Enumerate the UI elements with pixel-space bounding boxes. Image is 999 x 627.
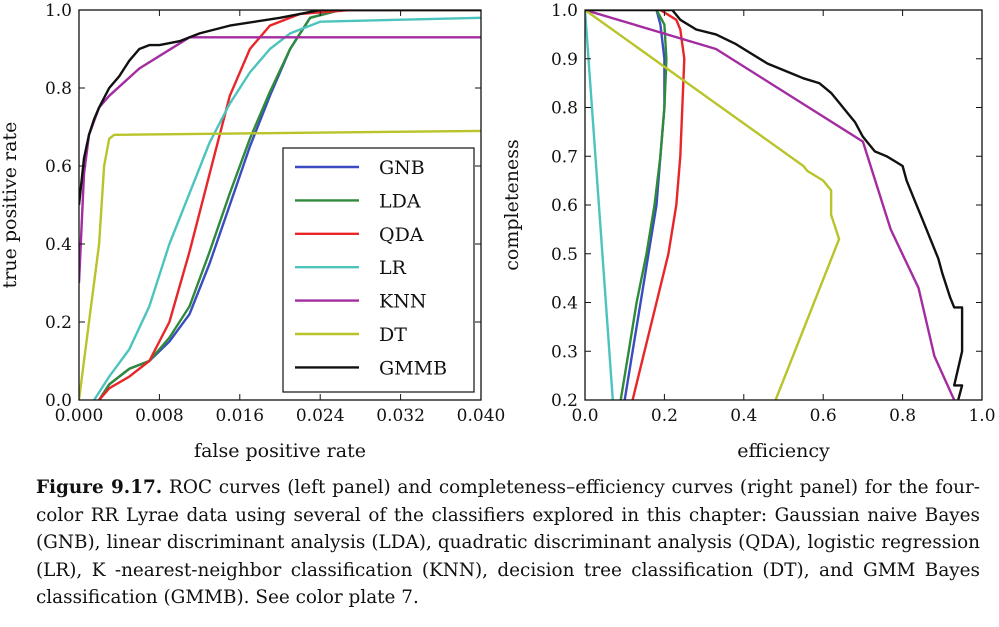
x-tick-label: 1.0	[968, 406, 995, 426]
x-tick-label: 0.008	[135, 406, 184, 426]
y-tick-label: 0.3	[551, 342, 578, 362]
y-tick-label: 1.0	[551, 1, 578, 21]
series-line-knn	[585, 10, 956, 400]
series-line-dt	[585, 10, 841, 400]
plot-frame	[584, 9, 983, 401]
x-tick-label: 0.040	[457, 406, 506, 426]
y-tick-label: 0.6	[551, 196, 578, 216]
y-tick-label: 0.0	[45, 391, 72, 411]
plot-frame	[78, 9, 482, 401]
x-tick-label: 0.032	[376, 406, 425, 426]
y-tick-label: 0.4	[45, 235, 72, 255]
figure: 0.000 0.008 0.016 0.024 0.032 0.0400.00.20.40…	[0, 1, 996, 462]
y-axis-label: completeness	[501, 139, 523, 270]
series-line-qda	[631, 10, 686, 400]
caption-text: ROC curves (left panel) and completeness…	[36, 477, 980, 608]
x-tick-label: 0.016	[215, 406, 264, 426]
series-group	[79, 10, 481, 400]
y-tick-label: 0.4	[551, 294, 578, 314]
series-line-lda	[98, 10, 481, 400]
legend-label-lda: LDA	[379, 190, 421, 212]
y-axis-label: true positive rate	[0, 122, 21, 289]
caption-label: Figure 9.17.	[36, 477, 163, 498]
x-tick-label: 0.000	[55, 406, 104, 426]
legend: GNB LDA QDA LR KNN DT GMMB	[282, 147, 475, 393]
y-tick-label: 0.2	[45, 313, 72, 333]
x-tick-label: 0.0	[571, 406, 598, 426]
series-line-gmmb	[79, 10, 481, 206]
series-line-gmmb	[585, 10, 964, 400]
x-tick-label: 0.8	[889, 406, 916, 426]
y-tick-label: 0.9	[551, 50, 578, 70]
legend-label-qda: QDA	[379, 224, 424, 246]
x-tick-label: 0.024	[296, 406, 345, 426]
series-line-lda	[619, 10, 668, 400]
completeness-efficiency-panel: 0.0 0.2 0.4 0.6 0.8 1.00.20.30.40.50.60.70.80…	[501, 1, 996, 462]
y-tick-label: 0.7	[551, 147, 578, 167]
y-tick-label: 0.5	[551, 245, 578, 265]
y-tick-label: 1.0	[45, 1, 72, 21]
y-tick-label: 0.8	[45, 79, 72, 99]
x-axis-label: false positive rate	[194, 440, 366, 462]
y-tick-label: 0.2	[551, 391, 578, 411]
x-tick-label: 0.4	[730, 406, 757, 426]
figure-caption: Figure 9.17. ROC curves (left panel) and…	[36, 474, 980, 612]
roc-panel: 0.000 0.008 0.016 0.024 0.032 0.040 0.0 0.2 0.4 0…	[0, 1, 505, 462]
x-tick-label: 0.2	[651, 406, 678, 426]
legend-label-knn: KNN	[379, 291, 426, 313]
legend-label-gmmb: GMMB	[379, 357, 447, 379]
series-line-dt	[79, 129, 481, 400]
y-tick-label: 0.6	[45, 157, 72, 177]
series-line-lr	[585, 10, 614, 400]
series-line-knn	[79, 36, 481, 284]
legend-label-lr: LR	[379, 257, 407, 279]
series-line-lr	[93, 16, 481, 400]
x-tick-label: 0.6	[810, 406, 837, 426]
legend-label-dt: DT	[379, 324, 407, 346]
legend-label-gnb: GNB	[379, 157, 425, 179]
y-tick-label: 0.8	[551, 99, 578, 119]
x-axis-label: efficiency	[737, 440, 830, 462]
legend-box	[282, 147, 475, 393]
series-group	[585, 10, 964, 400]
